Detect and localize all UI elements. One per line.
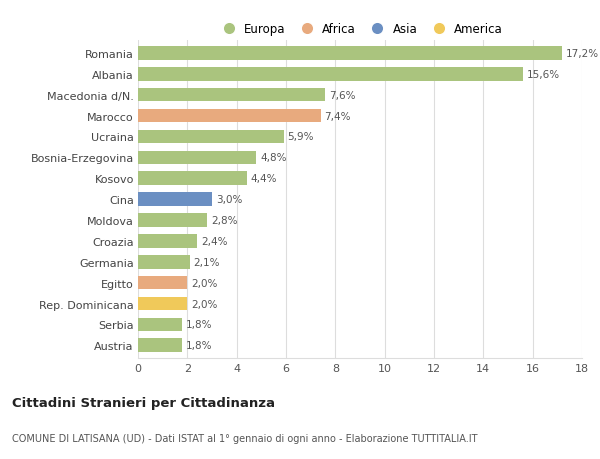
Text: 4,4%: 4,4% <box>250 174 277 184</box>
Bar <box>138 151 256 165</box>
Legend: Europa, Africa, Asia, America: Europa, Africa, Asia, America <box>212 19 508 41</box>
Text: COMUNE DI LATISANA (UD) - Dati ISTAT al 1° gennaio di ogni anno - Elaborazione T: COMUNE DI LATISANA (UD) - Dati ISTAT al … <box>12 433 478 442</box>
Bar <box>138 193 212 207</box>
Text: 2,0%: 2,0% <box>191 278 217 288</box>
Bar <box>138 214 207 227</box>
Bar <box>138 235 197 248</box>
Bar <box>138 130 284 144</box>
Text: 17,2%: 17,2% <box>566 49 599 59</box>
Bar <box>138 339 182 353</box>
Bar <box>138 297 187 311</box>
Text: 2,4%: 2,4% <box>201 236 227 246</box>
Bar <box>138 172 247 185</box>
Text: 1,8%: 1,8% <box>186 341 212 351</box>
Text: 2,8%: 2,8% <box>211 216 237 225</box>
Bar <box>138 276 187 290</box>
Bar <box>138 89 325 102</box>
Text: 7,4%: 7,4% <box>324 112 351 121</box>
Bar <box>138 110 320 123</box>
Bar <box>138 47 562 61</box>
Text: 2,0%: 2,0% <box>191 299 217 309</box>
Bar <box>138 318 182 331</box>
Text: 15,6%: 15,6% <box>527 70 560 80</box>
Bar <box>138 68 523 81</box>
Text: 2,1%: 2,1% <box>193 257 220 267</box>
Text: 3,0%: 3,0% <box>216 195 242 205</box>
Text: Cittadini Stranieri per Cittadinanza: Cittadini Stranieri per Cittadinanza <box>12 396 275 409</box>
Text: 7,6%: 7,6% <box>329 90 356 101</box>
Text: 5,9%: 5,9% <box>287 132 314 142</box>
Bar <box>138 255 190 269</box>
Text: 1,8%: 1,8% <box>186 319 212 330</box>
Text: 4,8%: 4,8% <box>260 153 287 163</box>
